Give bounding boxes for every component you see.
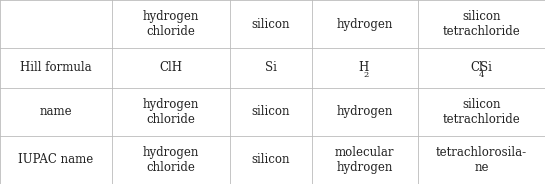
Text: silicon
tetrachloride: silicon tetrachloride: [443, 10, 520, 38]
Text: IUPAC name: IUPAC name: [19, 153, 94, 167]
Text: 4: 4: [479, 71, 484, 79]
Text: tetrachlorosila-
ne: tetrachlorosila- ne: [436, 146, 527, 174]
Text: silicon: silicon: [252, 153, 290, 167]
Text: ClH: ClH: [160, 61, 183, 75]
Text: molecular
hydrogen: molecular hydrogen: [335, 146, 395, 174]
Text: silicon
tetrachloride: silicon tetrachloride: [443, 98, 520, 126]
Text: Si: Si: [480, 61, 492, 75]
Text: Hill formula: Hill formula: [20, 61, 92, 75]
Text: hydrogen
chloride: hydrogen chloride: [143, 10, 199, 38]
Text: silicon: silicon: [252, 105, 290, 118]
Text: hydrogen: hydrogen: [337, 17, 393, 31]
Text: name: name: [40, 105, 72, 118]
Text: hydrogen: hydrogen: [337, 105, 393, 118]
Text: 2: 2: [364, 71, 369, 79]
Text: Si: Si: [265, 61, 277, 75]
Text: hydrogen
chloride: hydrogen chloride: [143, 146, 199, 174]
Text: Cl: Cl: [471, 61, 483, 75]
Text: H: H: [359, 61, 369, 75]
Text: silicon: silicon: [252, 17, 290, 31]
Text: hydrogen
chloride: hydrogen chloride: [143, 98, 199, 126]
